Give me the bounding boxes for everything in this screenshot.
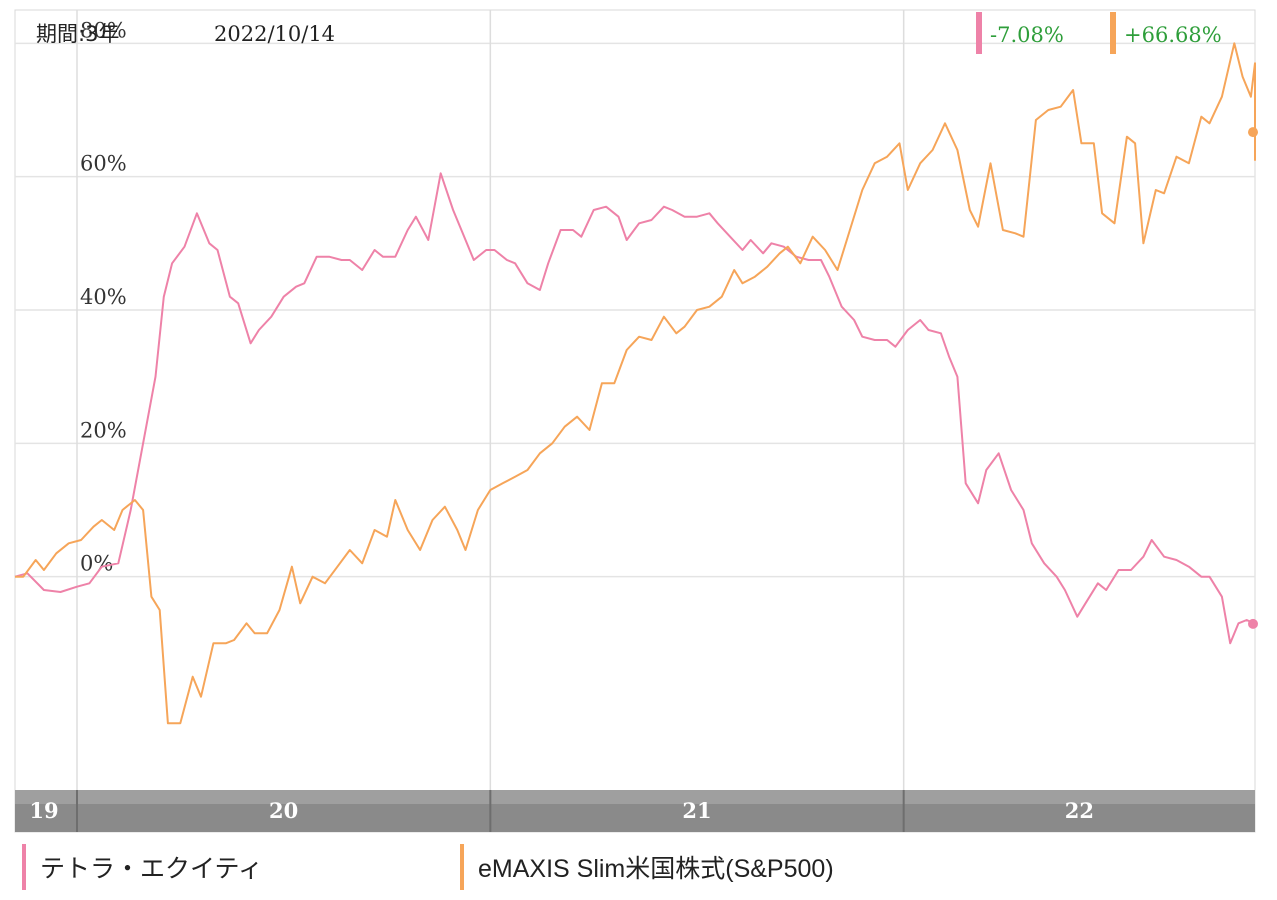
legend-item-tetra[interactable]: テトラ・エクイティ xyxy=(22,844,263,890)
series-line-emaxis xyxy=(15,42,1256,725)
year-axis-band: 19 20 21 22 xyxy=(15,790,1255,832)
legend-swatch-orange xyxy=(460,844,464,890)
series-badge-value-pink: -7.08% xyxy=(990,23,1064,47)
year-band-segment xyxy=(903,790,1255,832)
legend-label-tetra: テトラ・エクイティ xyxy=(40,855,264,883)
period-label: 期間:3年 xyxy=(36,22,119,46)
performance-chart: 19 20 21 22 80% 60% 40% 20% 0% 期間:3年 2022/10/14… xyxy=(0,0,1277,838)
series-badge-marker-pink xyxy=(976,12,982,54)
y-tick-label: 80% xyxy=(80,18,127,42)
y-tick-label: 0% xyxy=(80,552,113,576)
series-badge-value-orange: +66.68% xyxy=(1124,23,1222,47)
year-label: 19 xyxy=(29,798,58,823)
series-line-tetra xyxy=(14,172,1256,645)
year-label: 21 xyxy=(682,798,711,823)
date-label: 2022/10/14 xyxy=(214,22,335,46)
y-tick-label: 60% xyxy=(80,152,127,176)
year-band-highlight xyxy=(903,790,1255,804)
year-band-segment xyxy=(77,790,491,832)
series-end-marker xyxy=(1248,618,1258,629)
year-band-highlight xyxy=(490,790,904,804)
y-axis-ticks: 80% 60% 40% 20% 0% xyxy=(80,18,127,575)
series-end-marker xyxy=(1248,127,1258,138)
series-badge-marker-orange xyxy=(1110,12,1116,54)
chart-background xyxy=(0,0,1277,838)
year-band-segment xyxy=(15,790,77,832)
grid-layer xyxy=(15,10,1255,832)
y-tick-label: 20% xyxy=(80,418,127,442)
year-label: 20 xyxy=(269,798,298,823)
series-layer xyxy=(14,42,1258,725)
y-tick-label: 40% xyxy=(80,285,127,309)
legend-label-emaxis: eMAXIS Slim米国株式(S&P500) xyxy=(478,855,834,883)
year-band-highlight xyxy=(15,790,77,804)
year-label: 22 xyxy=(1065,798,1094,823)
year-band-highlight xyxy=(77,790,491,804)
legend-item-emaxis[interactable]: eMAXIS Slim米国株式(S&P500) xyxy=(460,844,834,890)
legend-swatch-pink xyxy=(22,844,26,890)
year-band-segment xyxy=(490,790,904,832)
legend: テトラ・エクイティ eMAXIS Slim米国株式(S&P500) xyxy=(0,838,1277,900)
